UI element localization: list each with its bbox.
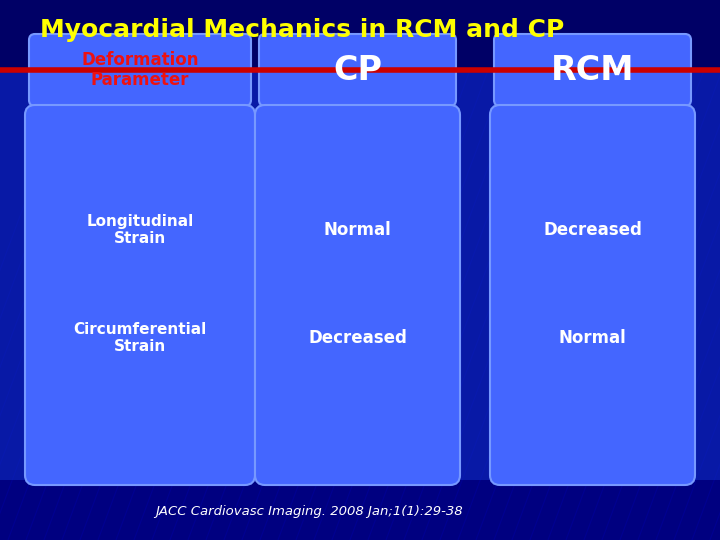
Text: Decreased: Decreased bbox=[308, 329, 407, 347]
Text: CP: CP bbox=[333, 53, 382, 86]
Text: Myocardial Mechanics in RCM and CP: Myocardial Mechanics in RCM and CP bbox=[40, 18, 564, 42]
FancyBboxPatch shape bbox=[0, 0, 720, 72]
Text: Decreased: Decreased bbox=[543, 221, 642, 239]
Text: Circumferential
Strain: Circumferential Strain bbox=[73, 322, 207, 354]
FancyBboxPatch shape bbox=[0, 60, 720, 480]
Text: Deformation
Parameter: Deformation Parameter bbox=[81, 51, 199, 90]
FancyBboxPatch shape bbox=[494, 34, 691, 106]
Text: RCM: RCM bbox=[551, 53, 634, 86]
Text: JACC Cardiovasc Imaging. 2008 Jan;1(1):29-38: JACC Cardiovasc Imaging. 2008 Jan;1(1):2… bbox=[155, 505, 463, 518]
FancyBboxPatch shape bbox=[25, 105, 255, 485]
FancyBboxPatch shape bbox=[29, 34, 251, 106]
FancyBboxPatch shape bbox=[490, 105, 695, 485]
Text: Normal: Normal bbox=[323, 221, 392, 239]
FancyBboxPatch shape bbox=[255, 105, 460, 485]
Text: Normal: Normal bbox=[559, 329, 626, 347]
FancyBboxPatch shape bbox=[259, 34, 456, 106]
Text: Longitudinal
Strain: Longitudinal Strain bbox=[86, 214, 194, 246]
